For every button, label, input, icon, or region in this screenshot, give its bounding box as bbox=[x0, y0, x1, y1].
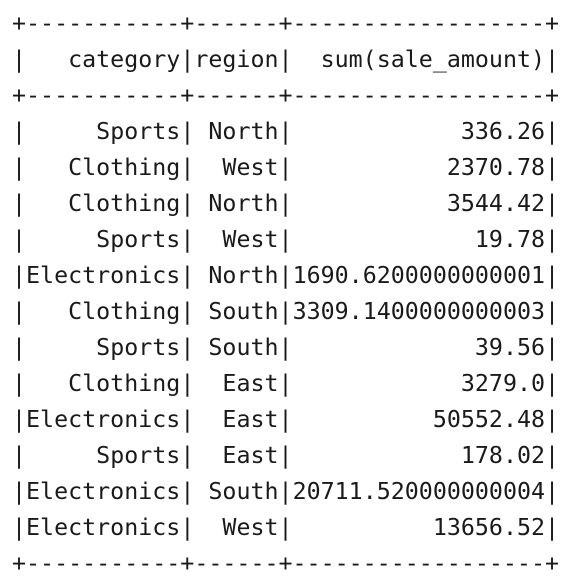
table-cell: Clothing bbox=[68, 154, 181, 181]
column-header: category bbox=[68, 46, 181, 73]
table-cell: South bbox=[208, 298, 279, 325]
table-row: | Sports| East| 178.02| bbox=[12, 442, 560, 469]
table-cell: 1690.6200000000001 bbox=[292, 262, 546, 289]
table-cell: 19.78 bbox=[474, 226, 546, 253]
table-cell: 13656.52 bbox=[432, 514, 546, 541]
table-cell: West bbox=[222, 226, 279, 253]
table-cell: Electronics bbox=[26, 514, 181, 541]
table-cell: Clothing bbox=[68, 370, 181, 397]
table-cell: 3309.1400000000003 bbox=[292, 298, 546, 325]
table-cell: North bbox=[208, 262, 279, 289]
table-cell: Sports bbox=[96, 118, 181, 145]
table-row: |Electronics| East| 50552.48| bbox=[12, 406, 560, 433]
table-row: | Clothing| North| 3544.42| bbox=[12, 190, 560, 217]
console-output: +-----------+------+------------------+ |… bbox=[12, 6, 559, 582]
table-row: | Clothing| East| 3279.0| bbox=[12, 370, 560, 397]
table-cell: 39.56 bbox=[474, 334, 546, 361]
table-row: | Sports| North| 336.26| bbox=[12, 118, 560, 145]
table-border: +-----------+------+------------------+ bbox=[12, 10, 560, 37]
table-row: |Electronics| North|1690.6200000000001| bbox=[12, 262, 560, 289]
table-row: |Electronics| South|20711.520000000004| bbox=[12, 478, 560, 505]
table-cell: East bbox=[222, 370, 279, 397]
table-cell: West bbox=[222, 514, 279, 541]
table-cell: Electronics bbox=[26, 478, 181, 505]
table-row: | Clothing| South|3309.1400000000003| bbox=[12, 298, 560, 325]
table-cell: 3279.0 bbox=[460, 370, 546, 397]
table-cell: Clothing bbox=[68, 190, 181, 217]
table-cell: 3544.42 bbox=[446, 190, 546, 217]
table-header: | category|region| sum(sale_amount)| bbox=[12, 46, 560, 73]
table-cell: 336.26 bbox=[460, 118, 546, 145]
table-row: | Clothing| West| 2370.78| bbox=[12, 154, 560, 181]
table-cell: 20711.520000000004 bbox=[292, 478, 546, 505]
table-cell: Electronics bbox=[26, 262, 181, 289]
table-cell: South bbox=[208, 478, 279, 505]
table-cell: Clothing bbox=[68, 298, 181, 325]
table-cell: East bbox=[222, 442, 279, 469]
column-header: sum(sale_amount) bbox=[320, 46, 546, 73]
table-cell: Sports bbox=[96, 334, 181, 361]
table-cell: South bbox=[208, 334, 279, 361]
table-cell: North bbox=[208, 190, 279, 217]
table-row: |Electronics| West| 13656.52| bbox=[12, 514, 560, 541]
table-cell: North bbox=[208, 118, 279, 145]
table-border: +-----------+------+------------------+ bbox=[12, 82, 560, 109]
table-cell: West bbox=[222, 154, 279, 181]
table-cell: 2370.78 bbox=[446, 154, 546, 181]
table-border: +-----------+------+------------------+ bbox=[12, 550, 560, 577]
table-cell: 178.02 bbox=[460, 442, 546, 469]
table-cell: East bbox=[222, 406, 279, 433]
table-row: | Sports| South| 39.56| bbox=[12, 334, 560, 361]
table-cell: Sports bbox=[96, 226, 181, 253]
column-header: region bbox=[194, 46, 279, 73]
table-cell: 50552.48 bbox=[432, 406, 546, 433]
table-row: | Sports| West| 19.78| bbox=[12, 226, 560, 253]
table-cell: Electronics bbox=[26, 406, 181, 433]
table-cell: Sports bbox=[96, 442, 181, 469]
